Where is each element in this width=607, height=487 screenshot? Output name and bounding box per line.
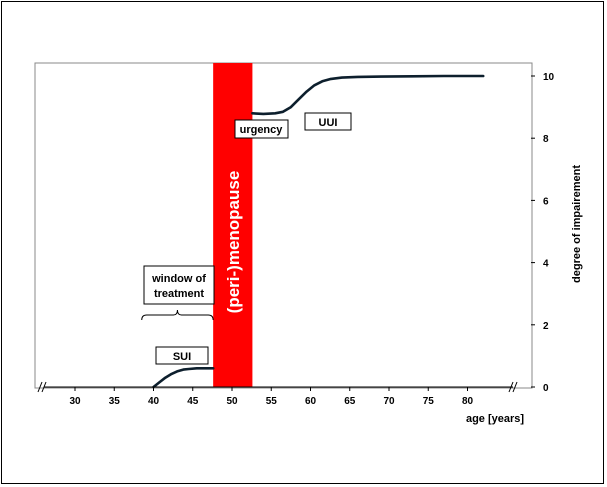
plot-area bbox=[34, 62, 533, 389]
x-axis-title: age [years] bbox=[466, 413, 524, 425]
window-box bbox=[143, 265, 215, 305]
window-annotation: window of treatment bbox=[141, 265, 215, 321]
y-tick-label: 0 bbox=[543, 383, 549, 394]
x-tick-label: 40 bbox=[148, 396, 160, 407]
menopause-band-group: (peri-)menopause bbox=[213, 63, 253, 387]
x-axis-break-mark bbox=[37, 381, 43, 393]
urgency-box bbox=[234, 119, 289, 139]
sui-annotation: SUI bbox=[155, 346, 209, 365]
y-tick-label: 10 bbox=[543, 72, 555, 83]
x-axis-break-mark bbox=[41, 381, 47, 393]
sui-label: SUI bbox=[173, 351, 191, 363]
urgency-label: urgency bbox=[240, 124, 284, 136]
y-tick-label: 4 bbox=[543, 259, 549, 270]
x-tick-label: 70 bbox=[383, 396, 395, 407]
curves bbox=[152, 74, 485, 389]
x-tick-label: 50 bbox=[226, 396, 238, 407]
x-axis-break-mark bbox=[512, 381, 518, 393]
y-tick-label: 2 bbox=[543, 321, 549, 332]
window-label-line1: window of bbox=[151, 273, 206, 285]
uui-label: UUI bbox=[319, 117, 338, 129]
menopause-band bbox=[213, 63, 253, 387]
x-tick-label: 35 bbox=[109, 396, 121, 407]
x-axis: 30 35 40 45 50 55 60 65 70 75 80 bbox=[37, 381, 518, 407]
window-bracket bbox=[141, 309, 214, 321]
window-label-line2: treatment bbox=[154, 288, 204, 300]
x-tick-label: 30 bbox=[69, 396, 81, 407]
x-tick-label: 45 bbox=[187, 396, 199, 407]
curve-uui bbox=[251, 74, 485, 116]
urgency-annotation: urgency bbox=[234, 119, 289, 139]
curve-sui bbox=[152, 367, 215, 389]
x-tick-label: 55 bbox=[266, 396, 278, 407]
menopause-label: (peri-)menopause bbox=[224, 171, 243, 314]
y-tick-label: 8 bbox=[543, 134, 549, 145]
x-tick-label: 60 bbox=[305, 396, 317, 407]
x-tick-label: 65 bbox=[344, 396, 356, 407]
y-tick-label: 6 bbox=[543, 196, 549, 207]
x-tick-label: 75 bbox=[423, 396, 435, 407]
sui-box bbox=[155, 346, 209, 365]
x-axis-break-mark bbox=[508, 381, 514, 393]
uui-box bbox=[304, 112, 352, 131]
y-axis: 0 2 4 6 8 10 bbox=[531, 72, 555, 394]
y-axis-title: degree of impairement bbox=[571, 165, 583, 283]
x-tick-label: 80 bbox=[462, 396, 474, 407]
uui-annotation: UUI bbox=[304, 112, 352, 131]
